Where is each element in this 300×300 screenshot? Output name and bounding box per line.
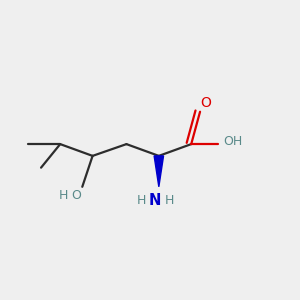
Text: O: O: [200, 96, 211, 110]
Text: H: H: [164, 194, 174, 207]
Text: N: N: [148, 193, 160, 208]
Text: H: H: [136, 194, 146, 207]
Text: H: H: [58, 189, 68, 202]
Text: O: O: [71, 189, 81, 202]
Polygon shape: [154, 156, 164, 187]
Text: OH: OH: [224, 135, 243, 148]
